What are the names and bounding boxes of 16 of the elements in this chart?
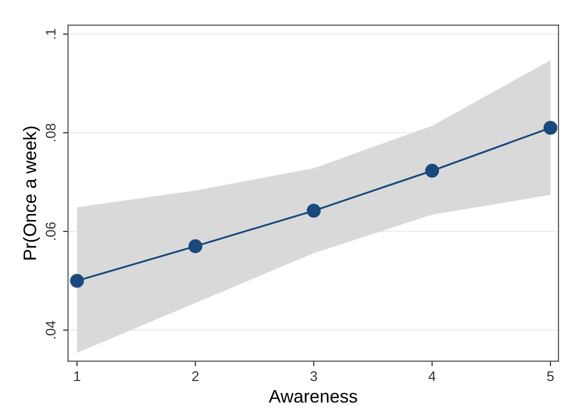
x-tick-label: 2: [192, 371, 199, 381]
y-tick-label: .04: [46, 320, 56, 338]
x-tick-label: 5: [547, 371, 554, 382]
point: [425, 164, 440, 178]
y-tick-label: .08: [46, 124, 56, 142]
point: [544, 120, 558, 135]
x-tick-label: 3: [310, 371, 317, 382]
y-axis-title: Pr(Once a week): [22, 126, 40, 260]
x-tick-label: 1: [74, 371, 80, 381]
point: [306, 204, 321, 218]
point: [70, 274, 84, 288]
y-tick-label: .1: [46, 28, 56, 39]
y-tick-label: .06: [46, 222, 56, 240]
point: [188, 239, 202, 254]
x-tick-label: 4: [428, 371, 436, 381]
x-axis-title: Awareness: [268, 390, 358, 403]
